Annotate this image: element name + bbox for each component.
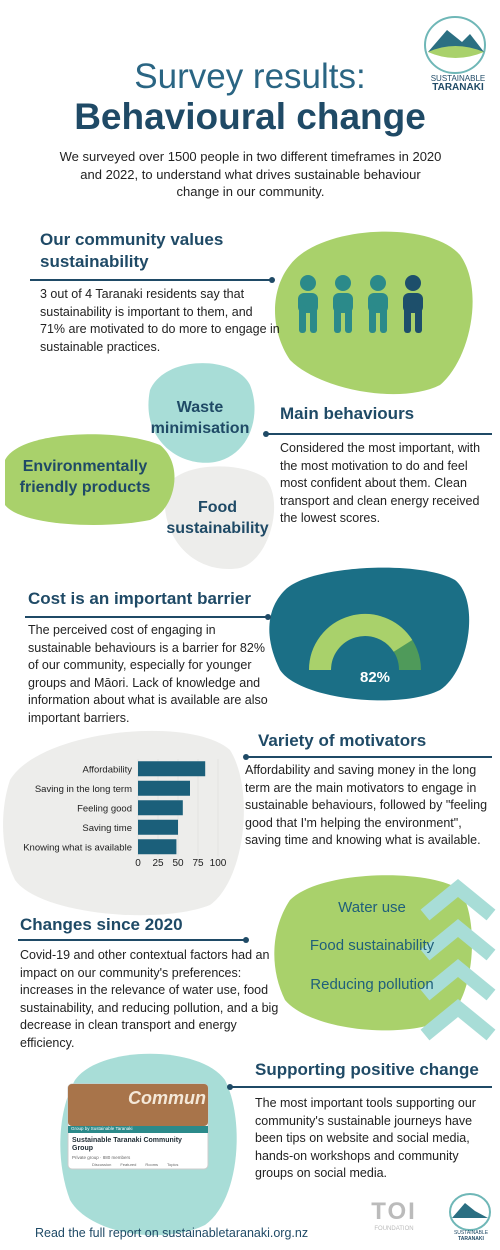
bar [138,819,178,835]
partner-logo: SUSTAINABLE TARANAKI [445,1230,497,1242]
tab: Topics [167,1162,179,1167]
blob [5,434,175,525]
x-tick-label: 0 [135,858,141,869]
partner-logo-mark: TOI [371,1198,417,1225]
y-tick-label: Affordability [83,764,133,775]
bar [138,800,183,816]
tab: Discussion [92,1162,112,1167]
section-heading: Main behaviours [280,404,415,423]
change-item: Reducing pollution [310,976,434,993]
divider-dot [263,431,269,437]
tab: Featured [120,1162,137,1167]
title: Survey results: [134,57,366,96]
screenshot-text: Private group · 880 members [72,1155,131,1160]
section-heading: Variety of motivators [258,731,427,750]
y-tick-label: Saving time [82,823,132,834]
screenshot-text: Commun [128,1088,206,1108]
x-tick-label: 75 [192,858,204,869]
divider-dot [265,614,271,620]
x-tick-label: 25 [152,858,164,869]
change-item: Water use [338,899,406,916]
intro: We surveyed over 1500 people in two diff… [59,149,442,199]
section-heading: Cost is an important barrier [28,589,251,608]
y-tick-label: Feeling good [77,803,132,814]
section-body: The most important tools supporting our … [255,1096,476,1180]
logo-line: TARANAKI [432,82,484,93]
partner-logo-text: SUSTAINABLE [453,1230,489,1236]
partner-logo-text: TARANAKI [458,1236,484,1242]
bubble-label: Environmentally friendly products [19,458,151,496]
logo [449,1193,491,1231]
screenshot-bar [68,1126,208,1133]
blob [148,363,255,463]
partner-logo: TOI FOUNDATION [368,1198,420,1232]
blob [3,730,244,916]
bar [138,761,206,777]
logo-text: SUSTAINABLE TARANAKI [418,74,498,93]
chevrons [420,878,496,1041]
section-heading: Supporting positive change [255,1060,479,1079]
section-body: Considered the most important, with the … [280,441,481,525]
bubble-label: Food sustainability [166,499,269,537]
gauge-label: 82% [360,669,390,686]
partner-logo-text: FOUNDATION [374,1226,414,1232]
logo [424,16,486,74]
y-tick-label: Knowing what is available [23,842,132,853]
tab: Rooms [145,1162,159,1167]
divider-dot [243,754,249,760]
logo-line: SUSTAINABLE [430,74,486,83]
screenshot-banner [68,1084,208,1126]
blob [164,466,275,570]
bar [138,839,177,855]
divider-dot [227,1084,233,1090]
divider-dot [269,277,275,283]
bar [138,780,190,796]
section-body: Affordability and saving money in the lo… [245,763,488,847]
section-body: The perceived cost of engaging in sustai… [28,623,268,725]
people-icon [298,275,423,333]
section-heading: Our community values sustainability [40,230,224,271]
screenshot-tabs: Discussion Featured Rooms Topics [92,1162,178,1167]
title: Behavioural change [74,96,426,137]
divider-dot [243,937,249,943]
change-item: Food sustainability [309,937,435,954]
gauge-arc [309,614,413,671]
section-body: Covid-19 and other contextual factors ha… [20,948,279,1050]
y-tick-label: Saving in the long term [35,784,132,795]
screenshot-text: Sustainable Taranaki Community Group [72,1137,182,1152]
screenshot-text: Group by Sustainable Taranaki [71,1126,133,1131]
footer-link: Read the full report on sustainabletaran… [35,1226,309,1240]
bubble-label: Waste minimisation [150,399,250,437]
section-body: 3 out of 4 Taranaki residents say that s… [40,287,280,354]
x-tick-label: 100 [210,858,227,869]
x-tick-label: 50 [172,858,184,869]
section-heading: Changes since 2020 [20,915,183,934]
